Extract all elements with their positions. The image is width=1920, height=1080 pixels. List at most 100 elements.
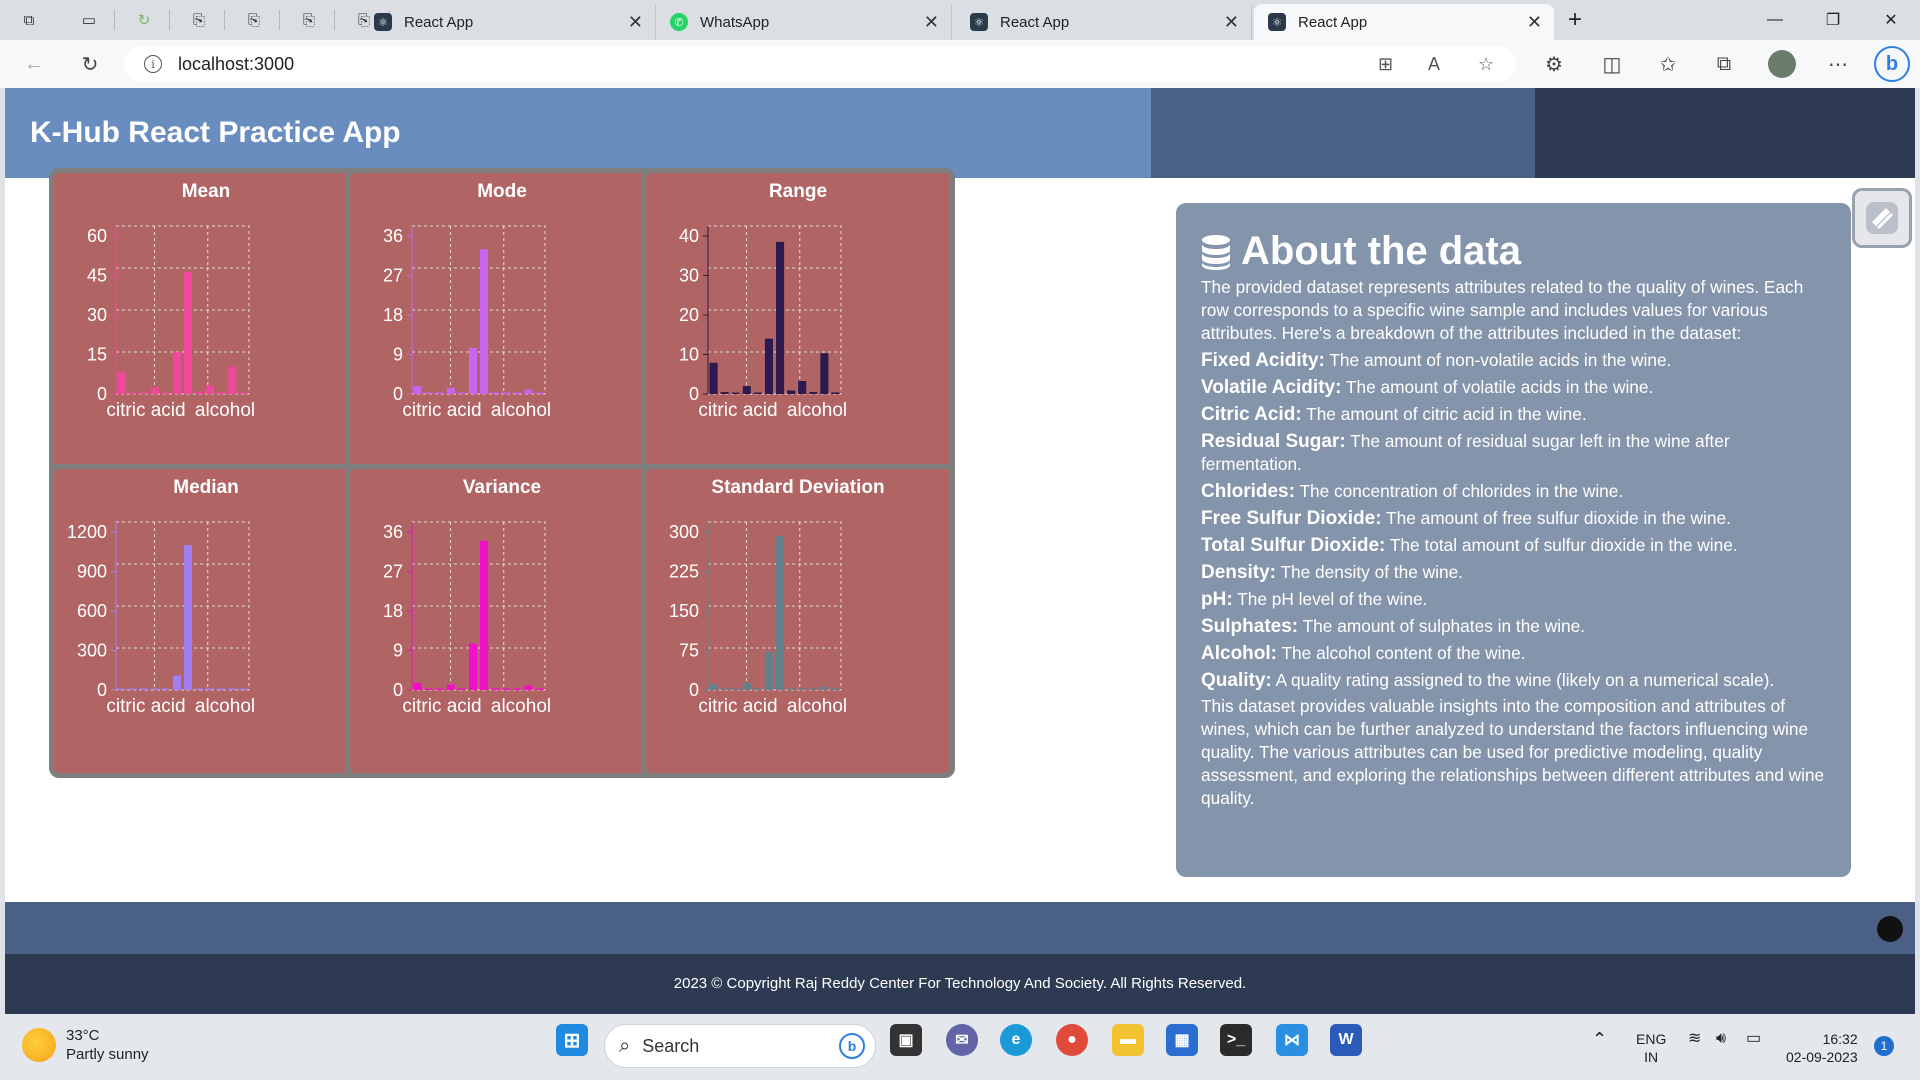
attribute-row: Density: The density of the wine. — [1201, 561, 1831, 584]
app-available-icon[interactable]: ⊞ — [1378, 54, 1394, 74]
separator — [334, 10, 335, 30]
tab-react-app-1[interactable]: ⚛ React App ✕ — [360, 4, 656, 40]
bar — [731, 688, 740, 690]
y-tick-label: 60 — [87, 226, 107, 246]
profile-avatar[interactable] — [1768, 50, 1796, 78]
bar — [128, 688, 137, 690]
notification-badge[interactable]: 1 — [1874, 1036, 1894, 1056]
clock[interactable]: 16:32 02-09-2023 — [1786, 1030, 1858, 1066]
chart-title: Standard Deviation — [711, 477, 885, 498]
bar — [742, 682, 751, 690]
restore-icon[interactable]: ❐ — [1825, 12, 1841, 29]
bar — [731, 392, 740, 394]
taskbar-search[interactable]: ⌕ Search b — [604, 1024, 876, 1068]
pinned-tab-icon[interactable]: ⎘ — [357, 11, 370, 29]
favorites-icon[interactable]: ✩ — [1659, 53, 1677, 76]
y-tick-label: 30 — [87, 305, 107, 325]
close-tab-icon[interactable]: ✕ — [923, 11, 939, 32]
chart-card-0: Mean 60 45 30 15 0 citric acid alcohol — [49, 168, 363, 482]
site-info-icon[interactable]: i — [144, 55, 162, 73]
attribute-name: Residual Sugar: — [1201, 431, 1346, 452]
close-tab-icon[interactable]: ✕ — [1526, 11, 1542, 32]
lang-top: ENG — [1636, 1031, 1667, 1047]
chrome-icon[interactable]: ● — [1056, 1024, 1088, 1056]
tab-actions-icon[interactable]: ▭ — [81, 12, 97, 29]
time: 16:32 — [1822, 1031, 1858, 1047]
chart-card-4: Variance 36 27 18 9 0 citric acid alcohol — [345, 464, 659, 778]
close-tab-icon[interactable]: ✕ — [627, 11, 643, 32]
teams-chat-icon[interactable]: ✉ — [946, 1024, 978, 1056]
tab-react-app-active[interactable]: ⚛ React App ✕ — [1254, 4, 1554, 40]
tab-react-app-2[interactable]: ⚛ React App ✕ — [956, 4, 1252, 40]
attribute-desc: The amount of sulphates in the wine. — [1302, 616, 1586, 636]
x-tick-label: citric acid — [698, 400, 777, 421]
url-field[interactable]: i localhost:3000 ⊞ A ☆ — [124, 46, 1516, 82]
vscode-icon[interactable]: ⋈ — [1276, 1024, 1308, 1056]
sidebar-toggle-button[interactable] — [1852, 188, 1912, 248]
whatsapp-icon: ✆ — [670, 13, 688, 31]
collections-icon[interactable]: ⧉ — [1716, 52, 1732, 75]
battery-icon[interactable]: ▭ — [1746, 1030, 1762, 1047]
read-aloud-icon[interactable]: A — [1428, 54, 1441, 74]
attribute-desc: A quality rating assigned to the wine (l… — [1275, 670, 1775, 690]
x-tick-label: citric acid — [402, 400, 481, 421]
pinned-tab-icon[interactable]: ⎘ — [302, 11, 315, 29]
edge-icon[interactable]: e — [1000, 1024, 1032, 1056]
search-label: Search — [642, 1035, 700, 1056]
y-tick-label: 0 — [689, 384, 699, 404]
y-tick-label: 0 — [393, 384, 403, 404]
attribute-desc: The pH level of the wine. — [1237, 589, 1428, 609]
bar — [535, 392, 544, 394]
store-icon[interactable]: ▦ — [1166, 1024, 1198, 1056]
favorite-star-icon[interactable]: ☆ — [1478, 54, 1495, 74]
close-window-icon[interactable]: ✕ — [1884, 12, 1898, 29]
minimize-icon[interactable]: — — [1767, 11, 1783, 28]
bar — [720, 688, 729, 690]
weather-widget[interactable]: 33°C Partly sunny — [22, 1026, 149, 1064]
bar — [424, 392, 433, 394]
y-tick-label: 30 — [679, 266, 699, 286]
new-tab-button[interactable]: + — [1567, 6, 1582, 33]
y-tick-label: 27 — [383, 562, 403, 582]
terminal-icon[interactable]: >_ — [1220, 1024, 1252, 1056]
chart-card-2: Range 40 30 20 10 0 citric acid alcohol — [641, 168, 955, 482]
y-tick-label: 36 — [383, 226, 403, 246]
wifi-icon[interactable]: ≋ — [1688, 1030, 1702, 1047]
bar — [480, 249, 489, 394]
pinned-tab-icon[interactable]: ⎘ — [192, 11, 205, 29]
app-header: K-Hub React Practice App — [5, 88, 1915, 178]
back-icon[interactable]: ← — [24, 52, 44, 75]
y-tick-label: 18 — [383, 601, 403, 621]
bar — [502, 392, 511, 394]
bar — [239, 392, 248, 394]
copilot-icon[interactable]: b — [1874, 46, 1910, 82]
attribute-name: Free Sulfur Dioxide: — [1201, 508, 1382, 529]
volume-icon[interactable]: 🔊︎ — [1716, 1030, 1727, 1047]
pinned-tab-icon[interactable]: ⎘ — [247, 11, 260, 29]
more-options-icon[interactable]: ⋯ — [1828, 53, 1848, 76]
tab-title: WhatsApp — [700, 13, 770, 31]
close-tab-icon[interactable]: ✕ — [1223, 11, 1239, 32]
bar — [161, 392, 170, 394]
pinned-tab-icon[interactable]: ↻ — [137, 12, 151, 29]
refresh-icon[interactable]: ↻ — [81, 53, 99, 76]
task-view-icon[interactable]: ▣ — [890, 1024, 922, 1056]
bar — [195, 688, 204, 690]
file-explorer-icon[interactable]: ▬ — [1112, 1024, 1144, 1056]
about-panel: About the data The provided dataset repr… — [1176, 203, 1851, 877]
y-tick-label: 0 — [393, 680, 403, 700]
attribute-row: Volatile Acidity: The amount of volatile… — [1201, 376, 1831, 399]
github-icon[interactable] — [1877, 916, 1903, 942]
bar — [446, 684, 455, 690]
word-icon[interactable]: W — [1330, 1024, 1362, 1056]
header-block-dark — [1535, 88, 1915, 178]
language-indicator[interactable]: ENG IN — [1636, 1030, 1666, 1066]
windows-start-icon[interactable]: ⊞ — [556, 1024, 588, 1056]
split-screen-icon[interactable]: ◫ — [1602, 53, 1622, 76]
extensions-icon[interactable]: ⚙ — [1545, 53, 1563, 76]
workspaces-icon[interactable]: ⧉ — [23, 11, 35, 29]
tab-whatsapp[interactable]: ✆ WhatsApp ✕ — [656, 4, 952, 40]
show-hidden-icons[interactable]: ⌃ — [1592, 1029, 1608, 1049]
bar — [524, 389, 533, 394]
copyright-text: 2023 © Copyright Raj Reddy Center For Te… — [673, 975, 1247, 992]
